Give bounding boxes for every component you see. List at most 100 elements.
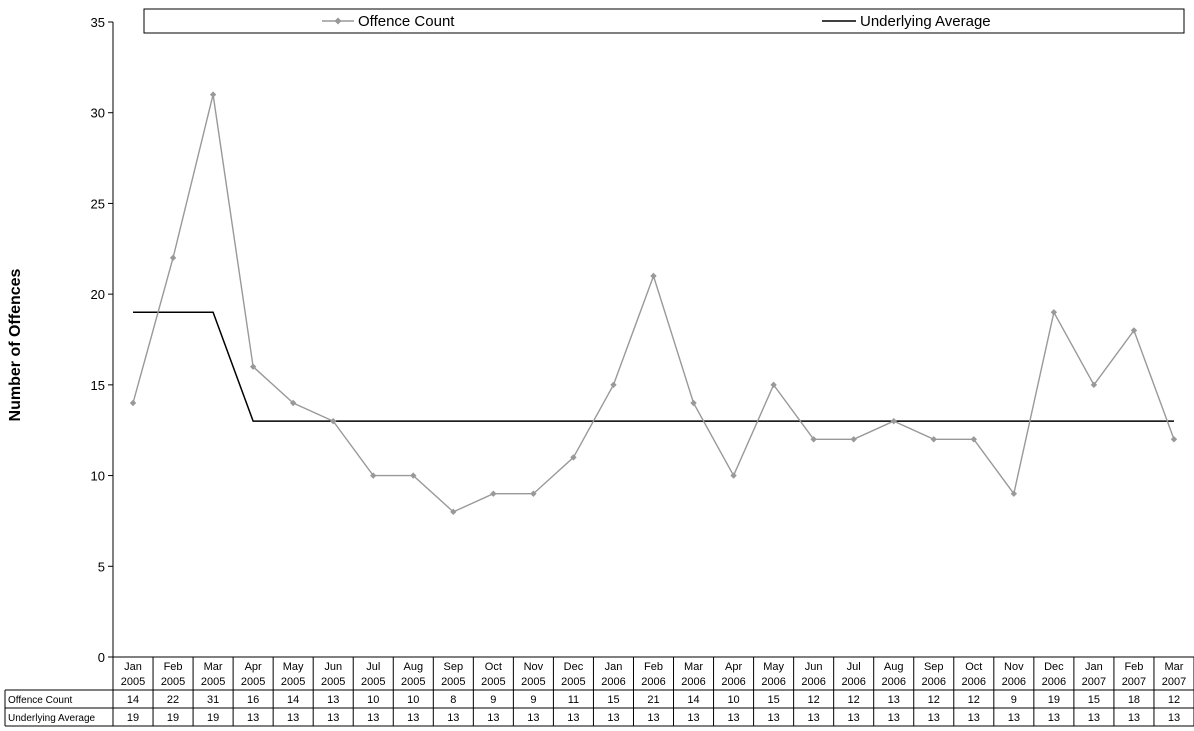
x-tick-label-year: 2005: [481, 676, 505, 688]
x-tick-label-month: Jun: [324, 661, 342, 673]
table-cell-offence-count: 10: [407, 694, 419, 706]
table-cell-offence-count: 14: [127, 694, 139, 706]
x-tick-label-year: 2006: [761, 676, 785, 688]
table-cell-underlying-average: 13: [367, 712, 379, 724]
legend-marker-offence-count: [334, 17, 342, 25]
x-tick-label-year: 2005: [121, 676, 145, 688]
table-cell-offence-count: 9: [1011, 694, 1017, 706]
table-cell-offence-count: 10: [727, 694, 739, 706]
x-tick-label-month: Feb: [644, 661, 663, 673]
table-cell-offence-count: 9: [490, 694, 496, 706]
table-cell-offence-count: 16: [247, 694, 259, 706]
x-tick-label-year: 2007: [1122, 676, 1146, 688]
table-cell-underlying-average: 13: [968, 712, 980, 724]
table-cell-underlying-average: 13: [447, 712, 459, 724]
x-tick-label-year: 2006: [721, 676, 745, 688]
table-cell-offence-count: 12: [808, 694, 820, 706]
table-row-label: Underlying Average: [8, 713, 96, 724]
x-tick-label-year: 2005: [361, 676, 385, 688]
table-cell-underlying-average: 19: [167, 712, 179, 724]
data-point-offence-count: [610, 381, 617, 389]
x-tick-label-month: Oct: [485, 661, 502, 673]
x-tick-label-year: 2005: [201, 676, 225, 688]
y-tick-label: 0: [98, 650, 105, 665]
table-cell-offence-count: 13: [327, 694, 339, 706]
y-tick-label: 30: [91, 106, 105, 121]
x-tick-label-month: Apr: [725, 661, 742, 673]
x-tick-label-year: 2006: [1042, 676, 1066, 688]
y-axis-label: Number of Offences: [7, 268, 24, 421]
x-tick-label-year: 2005: [161, 676, 185, 688]
x-tick-label-year: 2006: [881, 676, 905, 688]
x-tick-label-year: 2007: [1162, 676, 1186, 688]
table-cell-offence-count: 10: [367, 694, 379, 706]
x-tick-label-month: May: [283, 661, 304, 673]
y-tick-label: 35: [91, 15, 105, 30]
x-tick-label-month: May: [763, 661, 784, 673]
table-cell-offence-count: 19: [1048, 694, 1060, 706]
x-tick-label-year: 2005: [441, 676, 465, 688]
data-point-offence-count: [1170, 436, 1178, 443]
table-cell-underlying-average: 13: [247, 712, 259, 724]
x-tick-label-year: 2006: [681, 676, 705, 688]
table-cell-underlying-average: 13: [928, 712, 940, 724]
legend-label-offence-count: Offence Count: [358, 13, 455, 30]
table-cell-offence-count: 21: [647, 694, 659, 706]
table-cell-underlying-average: 13: [287, 712, 299, 724]
table-cell-underlying-average: 13: [1088, 712, 1100, 724]
x-tick-label-year: 2005: [561, 676, 585, 688]
data-point-offence-count: [970, 436, 977, 443]
data-point-offence-count: [209, 91, 217, 98]
x-tick-label-month: Jan: [1085, 661, 1103, 673]
data-point-offence-count: [249, 363, 257, 370]
table-cell-offence-count: 12: [928, 694, 940, 706]
axes: [112, 22, 1194, 658]
table-cell-offence-count: 15: [607, 694, 619, 706]
table-cell-underlying-average: 13: [607, 712, 619, 724]
table-cell-offence-count: 9: [530, 694, 536, 706]
table-cell-underlying-average: 13: [647, 712, 659, 724]
data-point-offence-count: [850, 436, 857, 443]
data-point-offence-count: [1090, 381, 1098, 389]
x-tick-label-month: Feb: [1124, 661, 1143, 673]
data-table: Jan 2005 Feb 2005 Mar 2005 Apr 2005 May 2005 Jun 20…: [4, 657, 1194, 727]
x-tick-label-month: Dec: [564, 661, 584, 673]
table-cell-underlying-average: 13: [1128, 712, 1140, 724]
data-point-offence-count: [890, 417, 897, 425]
data-point-offence-count: [810, 436, 817, 443]
table-cell-underlying-average: 13: [1008, 712, 1020, 724]
data-point-offence-count: [650, 272, 657, 280]
data-point-offence-count: [169, 254, 177, 262]
table-cell-underlying-average: 13: [687, 712, 699, 724]
x-tick-label-month: Jan: [124, 661, 142, 673]
x-tick-label-year: 2006: [1002, 676, 1026, 688]
x-tick-label-month: Oct: [965, 661, 982, 673]
x-tick-label-month: Nov: [524, 661, 544, 673]
y-tick-label: 15: [91, 378, 105, 393]
table-cell-underlying-average: 13: [407, 712, 419, 724]
data-point-offence-count: [330, 417, 337, 425]
table-cell-offence-count: 14: [687, 694, 699, 706]
table-cell-underlying-average: 13: [567, 712, 579, 724]
table-cell-underlying-average: 13: [727, 712, 739, 724]
y-tick-label: 5: [98, 559, 105, 574]
table-cell-offence-count: 31: [207, 694, 219, 706]
legend-label-underlying-average: Underlying Average: [860, 13, 991, 30]
table-cell-underlying-average: 13: [1048, 712, 1060, 724]
data-point-offence-count: [410, 472, 417, 479]
series-line-underlying-average: [133, 311, 1174, 422]
x-tick-label-year: 2006: [801, 676, 825, 688]
data-point-offence-count: [730, 472, 737, 479]
data-point-offence-count: [490, 490, 497, 497]
table-cell-offence-count: 12: [1168, 694, 1180, 706]
table-cell-offence-count: 14: [287, 694, 299, 706]
table-cell-offence-count: 11: [568, 694, 579, 706]
table-cell-offence-count: 12: [968, 694, 980, 706]
x-tick-label-month: Nov: [1004, 661, 1024, 673]
table-cell-offence-count: 8: [450, 694, 456, 706]
table-cell-underlying-average: 13: [848, 712, 860, 724]
x-tick-label-month: Jun: [805, 661, 823, 673]
x-tick-label-month: Sep: [444, 661, 464, 673]
x-tick-label-month: Jul: [366, 661, 380, 673]
